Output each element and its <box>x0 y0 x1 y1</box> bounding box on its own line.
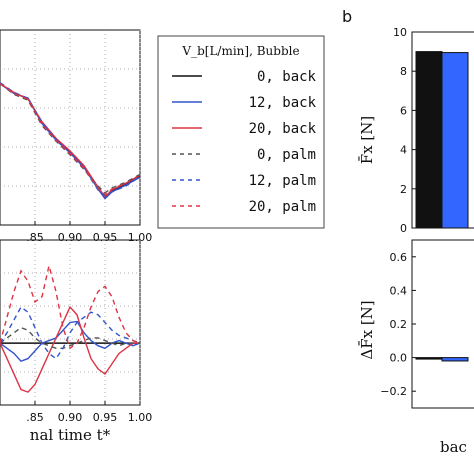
p1-series-12-back <box>0 320 141 362</box>
legend-label-0-palm: 0, palm <box>257 147 316 163</box>
p0-xtick-label-3: 1.00 <box>128 231 153 244</box>
top-right-y-ticks: 0 2 4 6 8 10 <box>393 26 416 235</box>
p3-ytick-label-4: 0.6 <box>390 251 408 264</box>
top-right-frame <box>411 31 474 229</box>
legend-label-20-palm: 20, palm <box>249 199 316 215</box>
p1-series-12-palm <box>0 305 141 360</box>
legend-label-12-palm: 12, palm <box>249 173 316 189</box>
p1-xtick-label-3: 1.00 <box>128 411 153 424</box>
top-left-frame <box>0 29 141 226</box>
p0-series-20-palm <box>0 83 141 196</box>
p2-bar-0-back <box>415 51 443 229</box>
p0-series-12-back <box>0 83 141 200</box>
p2-ytick-label-4: 8 <box>400 65 407 78</box>
p2-ytick-label-0: 0 <box>400 222 407 235</box>
p0-xtick-label-1: 0.90 <box>58 231 83 244</box>
bottom-left-x-ticks: .85 0.90 0.95 1.00 <box>26 401 152 424</box>
p2-ytick-label-1: 2 <box>400 183 407 196</box>
top-left-grid <box>0 30 141 225</box>
p0-xtick-label-2: 0.95 <box>93 231 118 244</box>
bottom-right-y-ticks: −0.2 0.0 0.2 0.4 0.6 <box>380 251 416 398</box>
bottom-left-grid <box>0 240 141 405</box>
p3-ytick-label-0: −0.2 <box>380 385 407 398</box>
top-right-y-label: F̄x [N] <box>358 116 376 164</box>
legend-title: V_b[L/min], Bubble <box>181 44 299 58</box>
bottom-right-y-label: ΔF̄x [N] <box>358 300 376 359</box>
top-left-x-ticks: .85 0.90 0.95 1.00 <box>26 221 152 244</box>
p1-xtick-label-0: .85 <box>26 411 44 424</box>
bottom-right-bars <box>415 357 469 362</box>
bottom-right-frame <box>411 239 474 409</box>
p2-bar-12-back <box>441 52 469 229</box>
top-right-bar-plot: F̄x [N] 0 2 4 6 8 10 <box>358 26 474 235</box>
bottom-right-bar-plot: ΔF̄x [N] −0.2 0.0 0.2 0.4 0.6 bac <box>358 239 474 456</box>
p1-series-0-palm <box>0 326 140 349</box>
p0-series-20-back <box>0 83 141 198</box>
legend-label-12-back: 12, back <box>249 95 317 111</box>
bottom-left-plot: .85 0.90 0.95 1.00 nal time t* <box>0 239 152 444</box>
p3-bar-0-back <box>415 357 443 360</box>
p0-series-0-back <box>0 83 141 199</box>
p3-ytick-label-2: 0.2 <box>390 318 408 331</box>
p3-ytick-label-1: 0.0 <box>390 352 408 365</box>
top-right-bars <box>415 51 469 229</box>
bottom-right-category-label: bac <box>440 438 467 456</box>
bottom-left-x-label: nal time t* <box>30 426 111 444</box>
panel-letter-b: b <box>342 7 352 26</box>
p2-ytick-label-5: 10 <box>393 26 407 39</box>
p1-xtick-label-2: 0.95 <box>93 411 118 424</box>
p0-xtick-label-0: .85 <box>26 231 44 244</box>
legend-entries: 0, back 12, back 20, back 0, palm 12, palm 20… <box>172 69 317 215</box>
legend: V_b[L/min], Bubble 0, back 12, back 20, ba… <box>157 35 325 229</box>
top-left-plot: .85 0.90 0.95 1.00 <box>0 29 152 244</box>
legend-label-20-back: 20, back <box>249 121 317 137</box>
legend-label-0-back: 0, back <box>257 69 317 85</box>
top-left-series <box>0 82 141 200</box>
p3-ytick-label-3: 0.4 <box>390 284 408 297</box>
bottom-left-series <box>0 265 141 393</box>
p2-ytick-label-3: 6 <box>400 104 407 117</box>
p2-ytick-label-2: 4 <box>400 144 407 157</box>
p1-series-20-back <box>0 305 140 393</box>
p3-bar-12-back <box>441 357 469 362</box>
legend-box <box>157 35 325 229</box>
p1-xtick-label-1: 0.90 <box>58 411 83 424</box>
p1-series-20-palm <box>0 265 141 350</box>
